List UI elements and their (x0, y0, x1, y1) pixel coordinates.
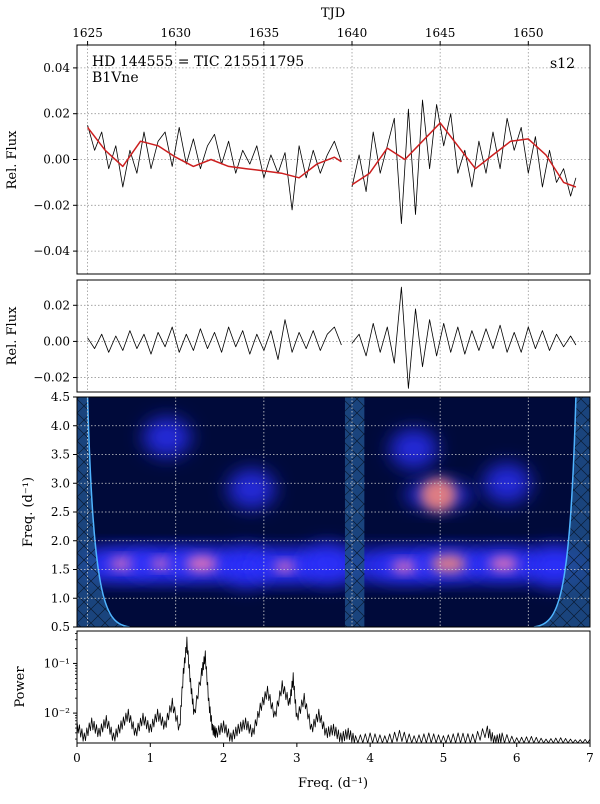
wav-ytick-label: 4.5 (51, 390, 70, 404)
light-curve-panel: −0.04−0.020.000.020.04 1625 1630 1635 1640 1… (5, 6, 591, 275)
wavelet-hotspot (420, 477, 457, 512)
wavelet-power-spots (77, 417, 590, 587)
wav-ytick-label: 3.5 (51, 448, 70, 462)
sector-label: s12 (550, 56, 575, 72)
wav-ytick-label: 4.0 (51, 419, 70, 433)
power-ytick-label: 10⁻¹ (44, 656, 70, 670)
light-curve-grid (77, 45, 590, 274)
res-ytick-label: 0.02 (43, 298, 70, 312)
res-ytick-label: 0.00 (43, 334, 70, 348)
power-ytick-label: 10⁻² (44, 706, 71, 720)
wavelet-hotspot (489, 556, 519, 571)
residual-panel: −0.02 0.00 0.02 Rel. Flux (5, 279, 591, 393)
top-tick-label: 1640 (337, 26, 368, 40)
power-y-label: Power (13, 666, 28, 708)
top-tick-label: 1635 (249, 26, 280, 40)
wavelet-hotspot (274, 561, 296, 573)
wav-ytick-label: 2.0 (51, 534, 70, 548)
wavelet-hotspot (185, 555, 219, 572)
raw-flux-series (87, 99, 577, 224)
wav-ytick-label: 0.5 (51, 620, 70, 634)
power-segment-0 (77, 636, 590, 743)
freq-tick-label: 4 (366, 751, 374, 765)
top-axis-label: TJD (321, 6, 345, 21)
top-tick-label: 1630 (160, 26, 191, 40)
raw-flux-segment-0 (87, 125, 342, 211)
wavelet-glow (389, 428, 438, 469)
wavelet-y-label: Freq. (d⁻¹) (21, 477, 36, 547)
wavelet-glow (222, 546, 271, 587)
smoothed-flux-series (87, 122, 577, 188)
wav-ytick-label: 1.5 (51, 563, 70, 577)
wavelet-hotspot (150, 558, 173, 570)
wavelet-glow (227, 469, 276, 509)
cone-left (77, 397, 130, 627)
wavelet-glow (483, 463, 532, 504)
residual-segment-0 (87, 319, 342, 360)
res-ytick-label: −0.02 (33, 371, 70, 385)
periodogram-frame (76, 630, 591, 744)
freq-tick-label: 2 (220, 751, 228, 765)
frequency-x-ticks: 0 1 2 3 4 5 6 7 (73, 743, 594, 765)
lc-ytick-label: 0.04 (43, 61, 70, 75)
residual-y-ticks: −0.02 0.00 0.02 (33, 298, 77, 385)
freq-tick-label: 5 (440, 751, 448, 765)
power-series (77, 636, 590, 743)
top-time-ticks: 1625 1630 1635 1640 1645 1650 (72, 26, 544, 45)
periodogram-panel: 10⁻² 10⁻¹ 0 1 2 3 4 5 6 7 Freq. (d⁻¹) Power (13, 630, 594, 791)
freq-tick-label: 6 (513, 751, 521, 765)
top-tick-label: 1625 (72, 26, 103, 40)
wavelet-glow (142, 417, 191, 458)
wavelet-hotspot (430, 554, 467, 573)
smoothed-flux-segment-1 (351, 122, 577, 188)
light-curve-y-label: Rel. Flux (5, 130, 20, 189)
residual-series (87, 286, 577, 389)
cone-right-edge (533, 397, 577, 627)
wav-ytick-label: 1.0 (51, 591, 70, 605)
power-y-ticks: 10⁻² 10⁻¹ (44, 633, 77, 740)
freq-tick-label: 3 (293, 751, 301, 765)
star-title: HD 144555 = TIC 215511795 (92, 54, 304, 70)
cone-left-edge (86, 397, 130, 627)
light-curve-y-ticks: −0.04 −0.02 0.00 0.02 0.04 (33, 61, 77, 258)
lc-ytick-label: −0.04 (33, 244, 70, 258)
wavelet-y-ticks: 0.5 1.0 1.5 2.0 2.5 3.0 3.5 4.0 4.5 (51, 390, 77, 634)
raw-flux-segment-1 (351, 99, 577, 224)
wav-ytick-label: 3.0 (51, 476, 70, 490)
cone-of-influence (77, 397, 590, 627)
lc-ytick-label: 0.00 (43, 153, 70, 167)
wav-ytick-label: 2.5 (51, 505, 70, 519)
spectral-type: B1Vne (92, 70, 139, 86)
cone-right (533, 397, 590, 627)
frequency-x-label: Freq. (d⁻¹) (298, 776, 368, 791)
residual-y-label: Rel. Flux (5, 306, 20, 365)
lc-ytick-label: 0.02 (43, 107, 70, 121)
top-tick-label: 1650 (513, 26, 544, 40)
freq-tick-label: 1 (146, 751, 154, 765)
top-tick-label: 1645 (425, 26, 456, 40)
wavelet-panel: 0.5 1.0 1.5 2.0 2.5 3.0 3.5 4.0 4.5 Freq. (d⁻¹) (21, 390, 591, 634)
smoothed-flux-segment-0 (87, 126, 342, 179)
freq-tick-label: 7 (586, 751, 594, 765)
residual-segment-1 (351, 286, 577, 389)
freq-tick-label: 0 (73, 751, 81, 765)
residual-frame (76, 279, 591, 393)
wavelet-grid (77, 397, 590, 627)
wavelet-glow (303, 543, 352, 584)
lc-ytick-label: −0.02 (33, 198, 70, 212)
wavelet-hotspot (392, 560, 418, 573)
